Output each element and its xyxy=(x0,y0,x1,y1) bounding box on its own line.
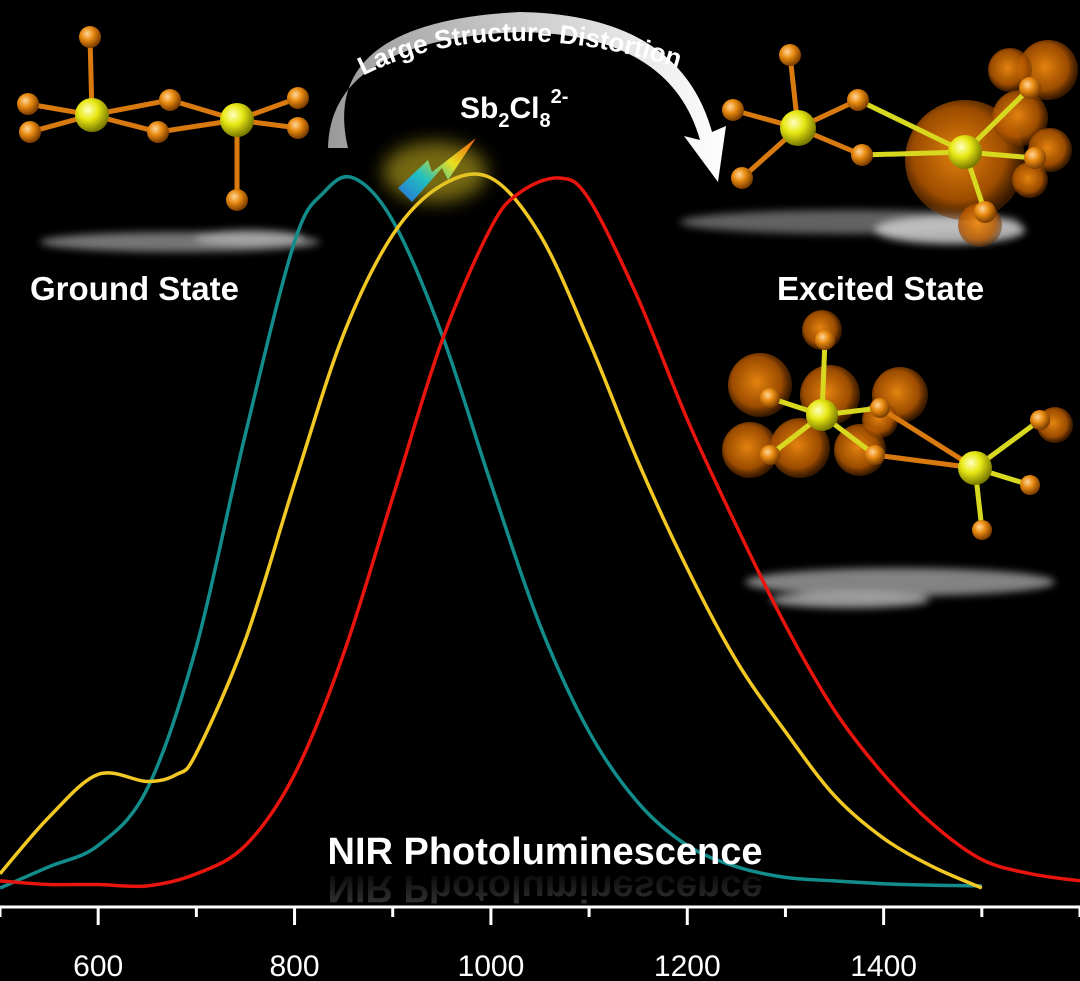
cl-atom xyxy=(287,117,309,139)
ground-state-molecule xyxy=(17,26,309,211)
cl-atom xyxy=(19,121,41,143)
distortion-label-text: Large Structure Distortion xyxy=(353,17,686,81)
sb-atom xyxy=(220,103,254,137)
excited-state-molecule-top xyxy=(722,40,1078,247)
ground-state-shadow xyxy=(40,230,320,252)
cl-atom xyxy=(159,89,181,111)
photoluminescence-reflection: NIR Photoluminescence xyxy=(328,867,763,909)
x-tick-label: 1200 xyxy=(654,950,721,981)
formula-sub-sb: 2 xyxy=(498,110,509,132)
ground-state-label: Ground State xyxy=(30,270,239,307)
x-tick-label: 1000 xyxy=(458,950,525,981)
photoluminescence-label: NIR Photoluminescence xyxy=(328,831,763,873)
series-line-3 xyxy=(0,176,1080,889)
formula-sub-cl: 8 xyxy=(539,110,550,132)
formula-charge: 2- xyxy=(551,86,569,108)
svg-text:NIR Photoluminescence: NIR Photoluminescence xyxy=(328,867,763,909)
cl-atom xyxy=(287,87,309,109)
sb-atom xyxy=(75,98,109,132)
series-line-1 xyxy=(0,174,982,890)
x-tick-label: 1400 xyxy=(850,950,917,981)
formula-mid: Cl xyxy=(509,92,539,125)
x-tick-label: 600 xyxy=(73,950,123,981)
formula-label: Sb2Cl82- xyxy=(460,86,568,132)
cl-atom xyxy=(226,189,248,211)
cl-atom xyxy=(17,93,39,115)
lightning-bolt-icon xyxy=(383,138,487,202)
x-tick-label: 800 xyxy=(270,950,320,981)
cl-atom xyxy=(147,121,169,143)
excited-state-label: Excited State xyxy=(777,270,984,307)
distortion-label: Large Structure Distortion xyxy=(353,17,686,81)
cl-atom xyxy=(79,26,101,48)
excited-state-shadow-bottom xyxy=(745,568,1055,608)
excited-state-molecule-bottom xyxy=(722,310,1073,540)
formula-base: Sb xyxy=(460,92,498,125)
